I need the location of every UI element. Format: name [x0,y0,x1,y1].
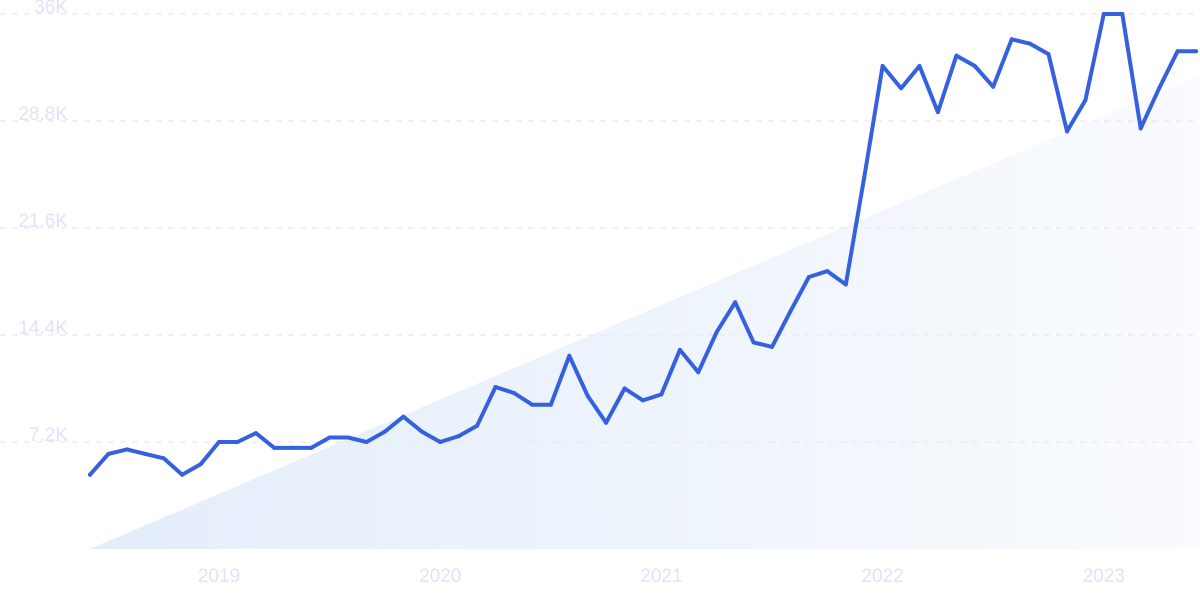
data-point [456,434,461,439]
trend-area [90,75,1200,549]
data-point [788,309,793,314]
data-point [1157,86,1162,91]
data-point [659,392,664,397]
data-point [622,386,627,391]
y-gridlines [0,13,1200,443]
data-point [401,414,406,419]
data-point [530,402,535,407]
data-point [1138,126,1143,131]
data-point [253,431,258,436]
data-point [272,445,277,450]
data-point [733,300,738,305]
data-point [327,435,332,440]
data-point [567,353,572,358]
data-point [364,440,369,444]
data-point [235,440,240,444]
data-point [954,53,959,58]
data-point [806,275,811,279]
y-tick-label: 36K [34,0,68,18]
data-point [143,451,148,456]
data-point [106,451,111,456]
data-point [548,402,553,407]
y-axis-tick-labels: 7.2K 14.4K 21.6K 28.8K 36K [18,0,68,446]
data-point [475,423,480,428]
data-point [1009,37,1014,42]
data-point [438,440,443,444]
data-point [161,456,166,461]
data-point [899,86,904,91]
data-point [290,445,295,450]
data-point [1194,49,1198,54]
data-point [1175,49,1180,54]
data-point [972,64,977,68]
data-point [1101,12,1106,16]
data-point [696,370,701,375]
data-point [751,340,756,345]
data-point [1028,41,1033,46]
data-point [512,391,516,395]
data-point [382,429,387,434]
y-tick-label: 28.8K [18,104,68,125]
data-point [714,330,719,334]
data-point [641,398,645,403]
data-point [862,175,867,180]
x-tick-label: 2019 [198,566,240,587]
data-point [124,447,129,452]
data-point [1065,129,1069,134]
data-point [217,440,221,444]
data-point [825,269,830,274]
data-point [309,445,314,450]
data-point [1046,52,1051,57]
data-point [1083,98,1088,103]
data-point [917,64,922,68]
data-point [843,282,848,287]
data-point [991,84,996,89]
x-tick-label: 2023 [1083,566,1125,587]
data-point [180,472,185,477]
data-points [88,12,1198,477]
data-point [677,347,682,352]
data-point [935,110,940,115]
data-point [419,429,424,434]
data-point [585,393,590,398]
data-point [880,64,885,68]
x-tick-label: 2021 [640,566,682,587]
y-tick-label: 14.4K [18,318,68,339]
y-tick-label: 7.2K [29,425,68,446]
x-tick-label: 2022 [861,566,903,587]
data-point [346,435,351,440]
data-point [604,420,609,425]
data-point [1120,12,1125,16]
data-point [198,462,203,467]
data-point [770,344,774,349]
x-axis-tick-labels: 2019 2020 2021 2022 2023 [198,566,1125,587]
x-tick-label: 2020 [419,566,461,587]
y-tick-label: 21.6K [18,211,68,232]
data-point [493,385,498,389]
data-point [88,472,92,477]
